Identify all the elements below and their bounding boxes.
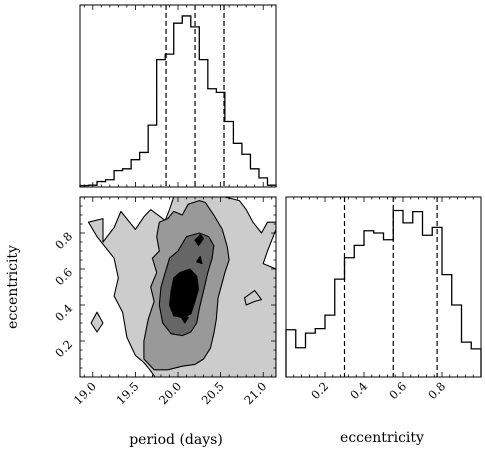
- period-eccentricity-contour-panel: 19.0 19.5 20.0 20.5 21.0 0.2 0.4 0.6 0.8: [52, 196, 277, 407]
- period-histogram-bin-18: [233, 143, 242, 187]
- contour-level-3-region-2: [194, 234, 205, 247]
- eccentricity-histogram-bin-3: [315, 329, 325, 377]
- period-histogram-bin-12: [182, 16, 191, 187]
- contour-levels: [87, 197, 276, 377]
- period-histogram-bin-20: [250, 169, 259, 187]
- eccentricity-histogram-bin-11: [393, 211, 403, 378]
- period-histogram-bin-13: [191, 27, 200, 187]
- contour-xtick-label-2: 20.0: [156, 379, 184, 407]
- contour-xtick-label-0: 19.0: [71, 379, 99, 407]
- eccentricity-histogram-tick-label-1: 0.4: [347, 379, 370, 402]
- eccentricity-histogram-bin-2: [306, 333, 316, 377]
- period-histogram-step-line: [79, 15, 277, 187]
- eccentricity-histogram-bin-17: [452, 305, 462, 377]
- eccentricity-histogram-bin-9: [374, 233, 384, 377]
- eccentricity-histogram-step-line: [285, 209, 482, 377]
- x-axis-title-eccentricity: eccentricity: [340, 430, 424, 446]
- eccentricity-histogram-bin-4: [325, 315, 335, 377]
- period-histogram-bin-9: [157, 60, 166, 187]
- eccentricity-histogram-panel: 0.2 0.4 0.6 0.8: [285, 196, 482, 402]
- period-histogram-bin-7: [140, 152, 149, 187]
- contour-level-3-region-0: [168, 268, 200, 319]
- contour-ytick-label-2: 0.6: [52, 265, 75, 288]
- contour-level-0-region-2: [243, 290, 263, 306]
- eccentricity-histogram-bin-13: [413, 212, 423, 377]
- eccentricity-histogram-bin-7: [354, 245, 364, 377]
- contour-ytick-label-0: 0.2: [52, 337, 75, 360]
- eccentricity-histogram-bin-16: [442, 275, 452, 377]
- contour-ytick-label-1: 0.4: [52, 301, 75, 324]
- eccentricity-histogram-bin-1: [296, 348, 306, 377]
- period-histogram-bin-17: [225, 121, 234, 187]
- eccentricity-histogram-bin-6: [345, 258, 355, 377]
- eccentricity-histogram-bin-0: [286, 330, 296, 377]
- x-axis-title-period: period (days): [129, 432, 223, 448]
- period-histogram-bin-16: [216, 92, 225, 187]
- eccentricity-histogram-bin-8: [364, 231, 374, 377]
- eccentricity-histogram-bin-5: [335, 279, 345, 377]
- period-histogram-bin-8: [148, 125, 157, 187]
- period-histogram-bin-15: [208, 89, 217, 187]
- period-histogram-panel: [79, 4, 277, 188]
- contour-level-3-region-1: [196, 255, 203, 265]
- contour-level-0-region-1: [90, 311, 104, 333]
- contour-ytick-label-3: 0.8: [52, 229, 75, 252]
- contour-xtick-label-3: 20.5: [199, 379, 227, 407]
- contour-level-3-region-3: [180, 313, 189, 324]
- eccentricity-histogram-bin-18: [462, 342, 472, 377]
- eccentricity-histogram-tick-label-2: 0.6: [386, 379, 409, 402]
- eccentricity-histogram-bin-19: [471, 349, 481, 377]
- eccentricity-histogram-tick-label-3: 0.8: [425, 379, 448, 402]
- eccentricity-histogram-bin-10: [384, 240, 394, 377]
- eccentricity-histogram-bin-14: [423, 235, 433, 377]
- y-axis-title-eccentricity: eccentricity: [5, 245, 21, 329]
- contour-xtick-label-1: 19.5: [114, 379, 142, 407]
- period-histogram-bin-14: [199, 60, 208, 187]
- period-histogram-frame: [79, 4, 277, 188]
- eccentricity-histogram-frame: [285, 196, 482, 378]
- contour-xtick-label-4: 21.0: [241, 379, 269, 407]
- period-histogram-bin-11: [174, 23, 183, 187]
- period-histogram-bin-5: [123, 169, 132, 187]
- period-histogram-bin-19: [242, 154, 251, 187]
- eccentricity-histogram-tick-label-0: 0.2: [308, 379, 331, 402]
- eccentricity-histogram-bin-12: [403, 223, 413, 377]
